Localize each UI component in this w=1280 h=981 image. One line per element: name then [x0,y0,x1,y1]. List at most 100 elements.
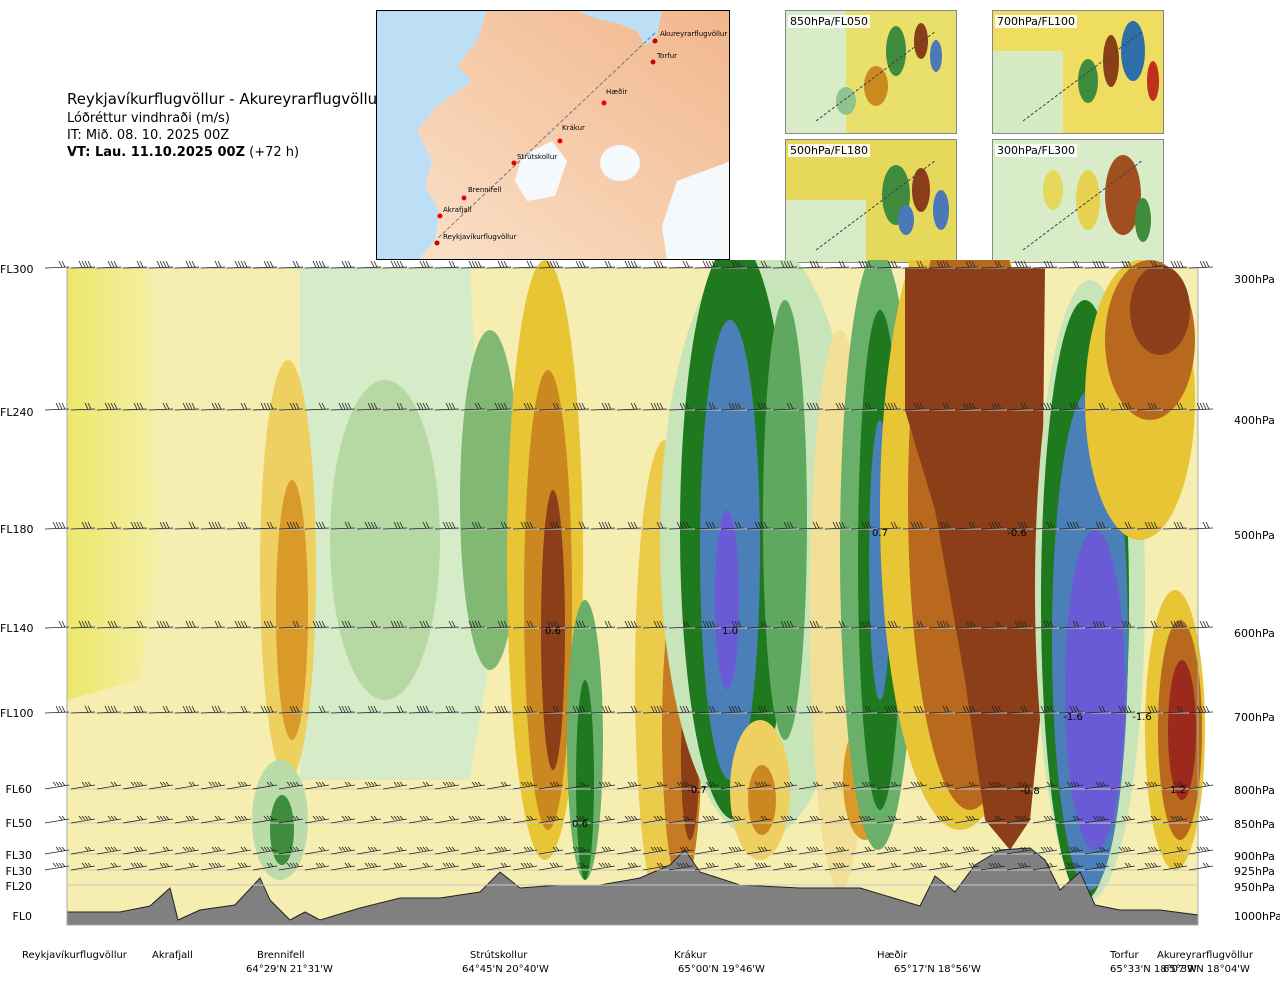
wind-barb [122,815,148,824]
wind-barb [1084,402,1110,411]
wind-barb [304,862,330,871]
wind-barb [226,815,252,824]
wind-barb [278,521,304,530]
map-label-strutskollur: Strútskollur [517,153,557,161]
wind-barb [356,846,382,855]
wind-barb [96,815,122,824]
wind-barb [512,705,538,714]
wind-barb [798,846,824,855]
wind-barb [668,781,694,790]
wind-barb [642,402,668,411]
wind-barb [148,781,174,790]
location-name: Akrafjall [152,950,193,961]
wind-barb [96,620,122,629]
wind-barb [1110,705,1136,714]
thumbnail-850hpa[interactable]: 850hPa/FL050 [785,10,957,134]
wind-barb [356,260,382,269]
wind-barb [408,402,434,411]
wind-barb [668,620,694,629]
wind-barb [538,260,564,269]
wind-barb [252,815,278,824]
valid-time-lead: (+72 h) [245,145,300,160]
route-map: Akureyrarflugvöllur Torfur Hæðir Krákur … [376,10,730,260]
map-label-akrafjall: Akrafjall [443,206,472,214]
wind-barb [980,862,1006,871]
wind-barb [824,815,850,824]
wind-barb [694,815,720,824]
wind-barb [954,862,980,871]
field-green-1 [330,380,440,700]
wind-barb [44,620,70,629]
wind-barb [486,781,512,790]
wind-barb [304,260,330,269]
wind-barb [616,260,642,269]
wind-barb [70,862,96,871]
wind-barb [1110,862,1136,871]
wind-barb [694,781,720,790]
wind-barb [226,402,252,411]
thumbnail-500hpa[interactable]: 500hPa/FL180 [785,139,957,263]
wind-barb [538,846,564,855]
wind-barb [512,620,538,629]
wind-barb [772,846,798,855]
hpa-label: 850hPa [1234,818,1275,831]
wind-barb [902,620,928,629]
wind-barb [486,260,512,269]
wind-barb [174,705,200,714]
wind-barb [1084,260,1110,269]
chart-header: Reykjavíkurflugvöllur - Akureyrarflugvöl… [67,90,383,161]
wind-barb [928,521,954,530]
wind-barb [356,781,382,790]
wind-barb [304,815,330,824]
wind-barb [96,862,122,871]
wind-barb [954,705,980,714]
wind-barb [564,781,590,790]
wind-barb [44,260,70,269]
thumbnail-700hpa[interactable]: 700hPa/FL100 [992,10,1164,134]
wind-barb [850,781,876,790]
wind-barb [460,862,486,871]
fl-label: FL50 [5,817,32,830]
wind-barb [304,705,330,714]
hpa-label: 800hPa [1234,784,1275,797]
wind-barb [1188,846,1214,855]
wind-barb [148,862,174,871]
wind-barb [382,862,408,871]
wind-barb [642,781,668,790]
wind-barb [694,260,720,269]
wind-barb [694,705,720,714]
wind-barb [434,815,460,824]
wind-barb [590,862,616,871]
wind-barb [200,402,226,411]
wind-barb [486,402,512,411]
location-coord: 65°00'N 19°46'W [678,964,765,975]
wind-barb [44,781,70,790]
wind-barb [1032,815,1058,824]
wind-barb [1006,521,1032,530]
wind-barb [564,862,590,871]
wind-barb [200,862,226,871]
wind-barb [304,781,330,790]
wind-barb [720,620,746,629]
location-name: Reykjavíkurflugvöllur [22,950,127,961]
wind-barb [720,705,746,714]
wind-barb [954,620,980,629]
location-coord: 65°39'N 18°04'W [1163,964,1250,975]
thumbnail-image [993,11,1163,133]
wind-barb [408,781,434,790]
wind-barb [226,846,252,855]
glacier-vatnajokull [662,161,729,259]
chart-subtitle: Lóðréttur vindhraði (m/s) [67,111,230,126]
wind-barb [460,402,486,411]
wind-barb [1188,815,1214,824]
wind-barb [980,402,1006,411]
wind-barb [538,402,564,411]
wind-barb [590,705,616,714]
wind-barb [278,846,304,855]
wind-barb [902,705,928,714]
thumbnail-300hpa[interactable]: 300hPa/FL300 [992,139,1164,263]
wind-barb [538,815,564,824]
map-sea-west [377,11,487,259]
wind-barb [70,521,96,530]
wind-barb [824,781,850,790]
